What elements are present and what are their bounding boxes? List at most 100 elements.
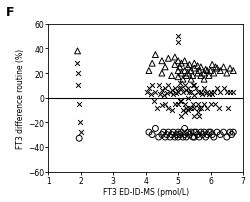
Point [161,94,165,97]
Point [206,75,210,78]
Point [188,90,192,94]
Point [153,54,157,57]
Point [176,35,180,39]
Point [182,103,186,106]
Point [214,67,218,70]
Point [212,103,216,106]
Point [204,70,208,73]
Point [221,87,225,90]
Point [192,84,196,87]
Point [198,75,202,78]
Point [204,106,208,109]
Point [192,106,196,109]
Point [166,84,170,87]
Point [185,109,189,112]
Point [159,89,163,93]
Point [193,131,197,134]
Point [164,92,168,95]
Point [169,89,173,93]
Point [195,72,199,75]
Point [224,72,228,75]
Point [179,72,183,75]
Point [198,106,202,109]
Point [182,127,186,130]
Point [185,87,189,90]
Point [151,100,155,103]
Text: F: F [6,6,14,19]
Point [188,131,192,134]
Point [176,87,180,90]
Point [192,115,196,118]
Point [167,136,171,139]
Point [146,70,150,73]
Point [182,111,186,115]
Point [190,136,194,139]
Point [75,72,79,75]
Point [159,72,163,75]
Point [177,100,181,103]
Point [180,109,184,112]
Point [77,103,81,106]
Point [218,133,222,137]
Point [218,70,222,73]
Point [209,133,213,137]
Point [208,103,212,106]
Point [227,90,231,94]
Point [174,133,178,137]
Point [227,131,231,134]
Point [172,136,176,139]
Y-axis label: FT3 difference routine (%): FT3 difference routine (%) [16,48,25,148]
Point [211,72,215,75]
Point [170,131,174,134]
Point [185,131,189,134]
Point [179,62,183,65]
Point [172,63,176,67]
Point [195,90,199,94]
Point [76,84,80,87]
Point [172,103,176,106]
Point [187,106,191,109]
Point [162,103,166,106]
Point [201,72,205,75]
Point [188,70,192,73]
Point [203,68,207,72]
Point [150,62,154,65]
Point [179,87,183,90]
Point [184,136,188,139]
Point [230,131,234,134]
Point [206,93,210,96]
Point [200,93,204,96]
Point [221,131,225,134]
Point [176,70,180,73]
Point [195,111,199,115]
Point [201,131,205,134]
Point [206,131,210,134]
Point [182,70,186,73]
Point [201,87,205,90]
Point [204,133,208,137]
Point [75,50,79,53]
Point [159,104,163,107]
Point [176,90,180,94]
Point [169,75,173,78]
Point [185,97,189,100]
Point [185,66,189,69]
Point [184,75,188,78]
Point [184,89,188,93]
Point [158,93,162,96]
Point [190,75,194,78]
Point [146,87,150,90]
Point [169,133,173,137]
Point [166,57,170,61]
Point [190,103,194,106]
Point [180,136,184,139]
Point [174,92,178,95]
Point [177,82,181,85]
Point [172,87,176,90]
Point [154,106,158,109]
Point [226,106,230,109]
Point [182,84,186,87]
Point [179,100,183,103]
Point [192,67,196,70]
Point [204,90,208,94]
